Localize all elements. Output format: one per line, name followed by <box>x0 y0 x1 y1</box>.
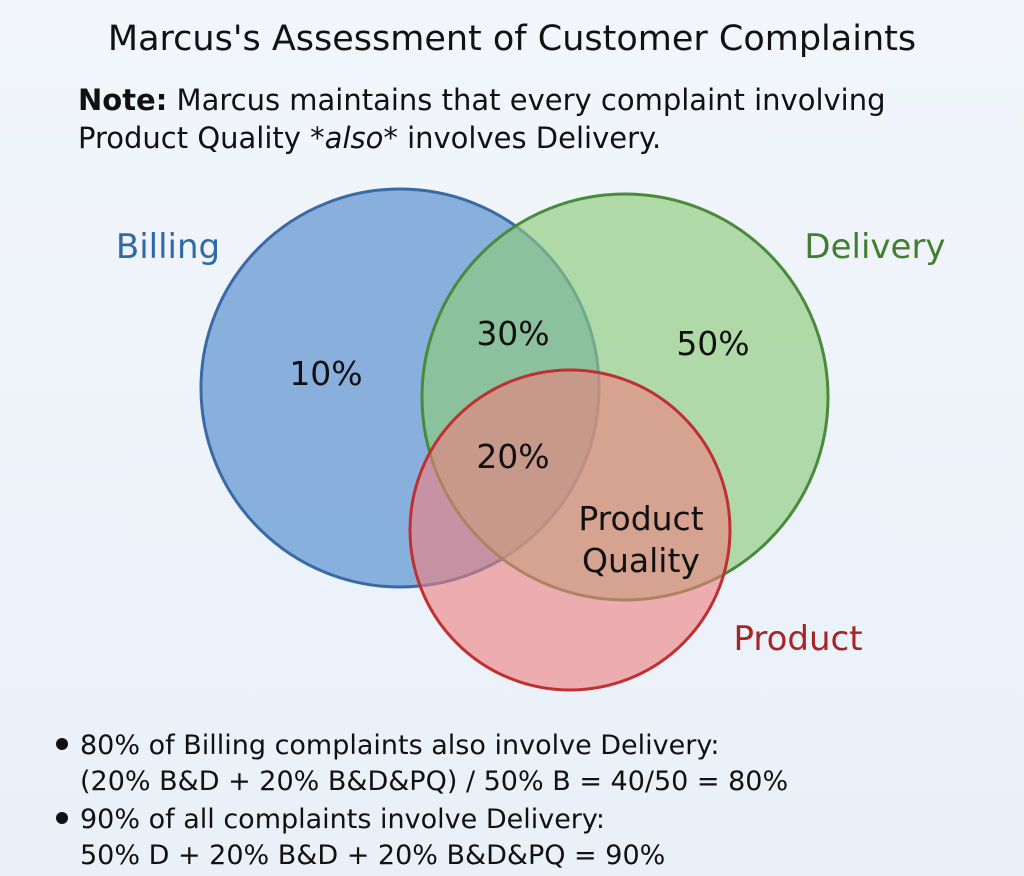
region-label: 10% <box>289 354 362 393</box>
note-emphasis: *also* <box>310 121 398 155</box>
set-label: Billing <box>116 227 220 267</box>
bullet-dot <box>56 738 68 750</box>
set-label: Product <box>733 619 862 659</box>
note-line: Product Quality *also* involves Delivery… <box>78 121 661 155</box>
region-label: 20% <box>476 437 549 476</box>
note-text: Product Quality <box>78 121 310 155</box>
note-text: Marcus maintains that every complaint in… <box>167 83 885 117</box>
product-circle <box>408 368 732 692</box>
bullet-dot <box>56 812 68 824</box>
note-label: Note: <box>78 83 167 117</box>
set-label: Delivery <box>804 227 945 267</box>
region-label: 50% <box>676 324 749 363</box>
note-line: Note: Marcus maintains that every compla… <box>78 83 886 117</box>
title: Marcus's Assessment of Customer Complain… <box>108 19 916 59</box>
bullet-text: 80% of Billing complaints also involve D… <box>80 730 719 761</box>
region-label: 30% <box>476 314 549 353</box>
bullet-text: 90% of all complaints involve Delivery: <box>80 804 605 835</box>
bullet-text: 50% D + 20% B&D + 20% B&D&PQ = 90% <box>80 840 665 871</box>
region-label: Quality <box>582 541 700 580</box>
venn <box>199 187 830 692</box>
region-label: Product <box>578 499 703 538</box>
bullet-text: (20% B&D + 20% B&D&PQ) / 50% B = 40/50 =… <box>80 766 788 797</box>
note-text: involves Delivery. <box>398 121 661 155</box>
